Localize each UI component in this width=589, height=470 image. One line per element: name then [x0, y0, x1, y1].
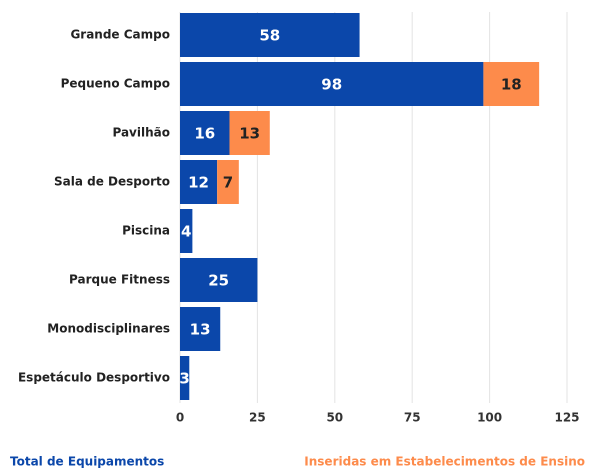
bar: [180, 160, 218, 204]
x-tick-label: 125: [554, 411, 579, 425]
data-label: 4: [181, 223, 191, 241]
legend-entry: Total de Equipamentos: [10, 455, 164, 469]
bar: [180, 258, 258, 302]
data-label: 18: [501, 76, 522, 94]
category-label: Pavilhão: [112, 126, 170, 140]
bar: [180, 209, 193, 253]
x-tick-label: 0: [176, 411, 184, 425]
data-label: 3: [179, 370, 189, 388]
bar: [180, 62, 484, 106]
data-label: 13: [239, 125, 260, 143]
bar: [483, 62, 540, 106]
x-tick-label: 75: [404, 411, 421, 425]
category-label: Sala de Desporto: [54, 175, 170, 189]
bar: [180, 356, 190, 400]
data-label: 12: [188, 174, 209, 192]
x-tick-label: 25: [249, 411, 266, 425]
data-label: 25: [208, 272, 229, 290]
data-label: 13: [190, 321, 211, 339]
data-label: 98: [321, 76, 342, 94]
bar: [180, 13, 360, 57]
x-tick-label: 100: [477, 411, 502, 425]
data-label: 16: [194, 125, 215, 143]
legend-entry: Inseridas em Estabelecimentos de Ensino: [304, 455, 585, 469]
category-label: Grande Campo: [70, 28, 170, 42]
bar: [217, 160, 239, 204]
category-label: Pequeno Campo: [61, 77, 170, 91]
bar: [229, 111, 270, 155]
x-tick-label: 50: [326, 411, 343, 425]
bar: [180, 111, 230, 155]
data-label: 58: [259, 27, 280, 45]
bar: [180, 307, 221, 351]
category-label: Parque Fitness: [69, 273, 170, 287]
category-label: Piscina: [122, 224, 170, 238]
category-label: Monodisciplinares: [47, 322, 170, 336]
category-label: Espetáculo Desportivo: [18, 371, 170, 385]
data-label: 7: [223, 174, 233, 192]
